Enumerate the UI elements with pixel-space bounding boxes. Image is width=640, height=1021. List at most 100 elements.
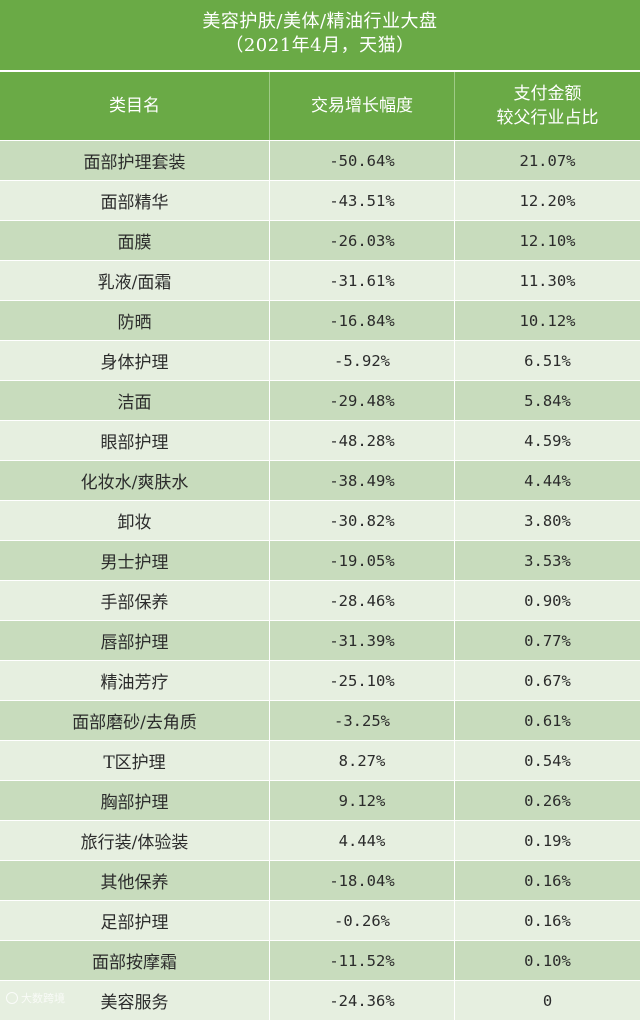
table-row: 旅行装/体验装 4.44% 0.19% <box>0 820 640 860</box>
cell-category: 面部护理套装 <box>0 141 270 180</box>
cell-category: 美容服务 <box>0 981 270 1020</box>
cell-share: 12.20% <box>519 191 576 210</box>
cell-growth: -11.52% <box>270 941 455 980</box>
cell-share: 3.53% <box>524 551 571 570</box>
table-title: 美容护肤/美体/精油行业大盘 （2021年4月，天猫） <box>0 0 640 70</box>
header-share-label-2: 较父行业占比 <box>496 108 599 128</box>
watermark: 大数跨境 <box>6 990 65 1006</box>
cell-category: 男士护理 <box>0 541 270 580</box>
cell-share: 0.61% <box>524 711 571 730</box>
cell-share: 0.19% <box>524 831 571 850</box>
cell-growth: 9.12% <box>270 781 455 820</box>
title-line-2: （2021年4月，天猫） <box>225 35 415 56</box>
cell-category: 面部精华 <box>0 181 270 220</box>
cell-growth: -19.05% <box>270 541 455 580</box>
header-share: 支付金额 较父行业占比 <box>455 72 640 140</box>
cell-growth: -18.04% <box>270 861 455 900</box>
cell-category: 旅行装/体验装 <box>0 821 270 860</box>
cell-share: 0.26% <box>524 791 571 810</box>
cell-share: 0.10% <box>524 951 571 970</box>
cell-share: 12.10% <box>519 231 576 250</box>
cell-category: 防晒 <box>0 301 270 340</box>
header-growth: 交易增长幅度 <box>270 72 455 140</box>
cell-share: 21.07% <box>519 151 576 170</box>
cell-category: 唇部护理 <box>0 621 270 660</box>
cell-growth: -30.82% <box>270 501 455 540</box>
cell-growth: -38.49% <box>270 461 455 500</box>
cell-share: 0.16% <box>524 871 571 890</box>
table-body: 面部护理套装 -50.64% 21.07% 面部精华 -43.51% 12.20% 面膜 -2… <box>0 140 640 1020</box>
cell-share: 6.51% <box>524 351 571 370</box>
cell-category: 化妆水/爽肤水 <box>0 461 270 500</box>
title-line-1: 美容护肤/美体/精油行业大盘 <box>202 11 438 32</box>
cell-growth: -5.92% <box>270 341 455 380</box>
table-row: 面部按摩霜 -11.52% 0.10% <box>0 940 640 980</box>
cell-share: 0.90% <box>524 591 571 610</box>
cell-category: 身体护理 <box>0 341 270 380</box>
cell-category: T区护理 <box>0 741 270 780</box>
table-row: 化妆水/爽肤水 -38.49% 4.44% <box>0 460 640 500</box>
cell-share: 0.77% <box>524 631 571 650</box>
watermark-logo-icon <box>6 992 18 1004</box>
cell-share: 0.67% <box>524 671 571 690</box>
cell-growth: -29.48% <box>270 381 455 420</box>
header-growth-label: 交易增长幅度 <box>311 96 413 116</box>
table-row: 唇部护理 -31.39% 0.77% <box>0 620 640 660</box>
cell-growth: -25.10% <box>270 661 455 700</box>
table-row: 卸妆 -30.82% 3.80% <box>0 500 640 540</box>
cell-category: 手部保养 <box>0 581 270 620</box>
table-row: 防晒 -16.84% 10.12% <box>0 300 640 340</box>
table-row: 洁面 -29.48% 5.84% <box>0 380 640 420</box>
table-row: 面膜 -26.03% 12.10% <box>0 220 640 260</box>
cell-share: 11.30% <box>519 271 576 290</box>
cell-category: 乳液/面霜 <box>0 261 270 300</box>
table-row: 眼部护理 -48.28% 4.59% <box>0 420 640 460</box>
table-row: 美容服务 -24.36% 0 <box>0 980 640 1020</box>
table-header: 类目名 交易增长幅度 支付金额 较父行业占比 <box>0 72 640 140</box>
table-row: 胸部护理 9.12% 0.26% <box>0 780 640 820</box>
cell-share: 10.12% <box>519 311 576 330</box>
table-row: 手部保养 -28.46% 0.90% <box>0 580 640 620</box>
cell-category: 眼部护理 <box>0 421 270 460</box>
cell-share: 0.16% <box>524 911 571 930</box>
table-row: 身体护理 -5.92% 6.51% <box>0 340 640 380</box>
cell-category: 面膜 <box>0 221 270 260</box>
cell-share: 5.84% <box>524 391 571 410</box>
table-row: 其他保养 -18.04% 0.16% <box>0 860 640 900</box>
cell-category: 精油芳疗 <box>0 661 270 700</box>
cell-share: 0.54% <box>524 751 571 770</box>
table-row: 精油芳疗 -25.10% 0.67% <box>0 660 640 700</box>
cell-growth: -3.25% <box>270 701 455 740</box>
table-row: 男士护理 -19.05% 3.53% <box>0 540 640 580</box>
cell-share: 4.59% <box>524 431 571 450</box>
cell-growth: -26.03% <box>270 221 455 260</box>
table-row: T区护理 8.27% 0.54% <box>0 740 640 780</box>
cell-category: 其他保养 <box>0 861 270 900</box>
cell-share: 4.44% <box>524 471 571 490</box>
header-category: 类目名 <box>0 72 270 140</box>
cell-category: 面部按摩霜 <box>0 941 270 980</box>
cell-growth: -31.39% <box>270 621 455 660</box>
watermark-text: 大数跨境 <box>21 992 65 1005</box>
cell-growth: -31.61% <box>270 261 455 300</box>
table-row: 乳液/面霜 -31.61% 11.30% <box>0 260 640 300</box>
cell-category: 面部磨砂/去角质 <box>0 701 270 740</box>
cell-share: 0 <box>542 991 553 1010</box>
cell-category: 洁面 <box>0 381 270 420</box>
cell-growth: -28.46% <box>270 581 455 620</box>
cell-growth: -24.36% <box>270 981 455 1020</box>
cell-growth: 8.27% <box>270 741 455 780</box>
cell-growth: -16.84% <box>270 301 455 340</box>
table-row: 足部护理 -0.26% 0.16% <box>0 900 640 940</box>
cell-share: 3.80% <box>524 511 571 530</box>
table-row: 面部护理套装 -50.64% 21.07% <box>0 140 640 180</box>
cell-category: 足部护理 <box>0 901 270 940</box>
table-row: 面部磨砂/去角质 -3.25% 0.61% <box>0 700 640 740</box>
table-row: 面部精华 -43.51% 12.20% <box>0 180 640 220</box>
cell-growth: -0.26% <box>270 901 455 940</box>
cell-category: 卸妆 <box>0 501 270 540</box>
header-category-label: 类目名 <box>109 96 160 116</box>
cell-growth: -43.51% <box>270 181 455 220</box>
cell-growth: -50.64% <box>270 141 455 180</box>
